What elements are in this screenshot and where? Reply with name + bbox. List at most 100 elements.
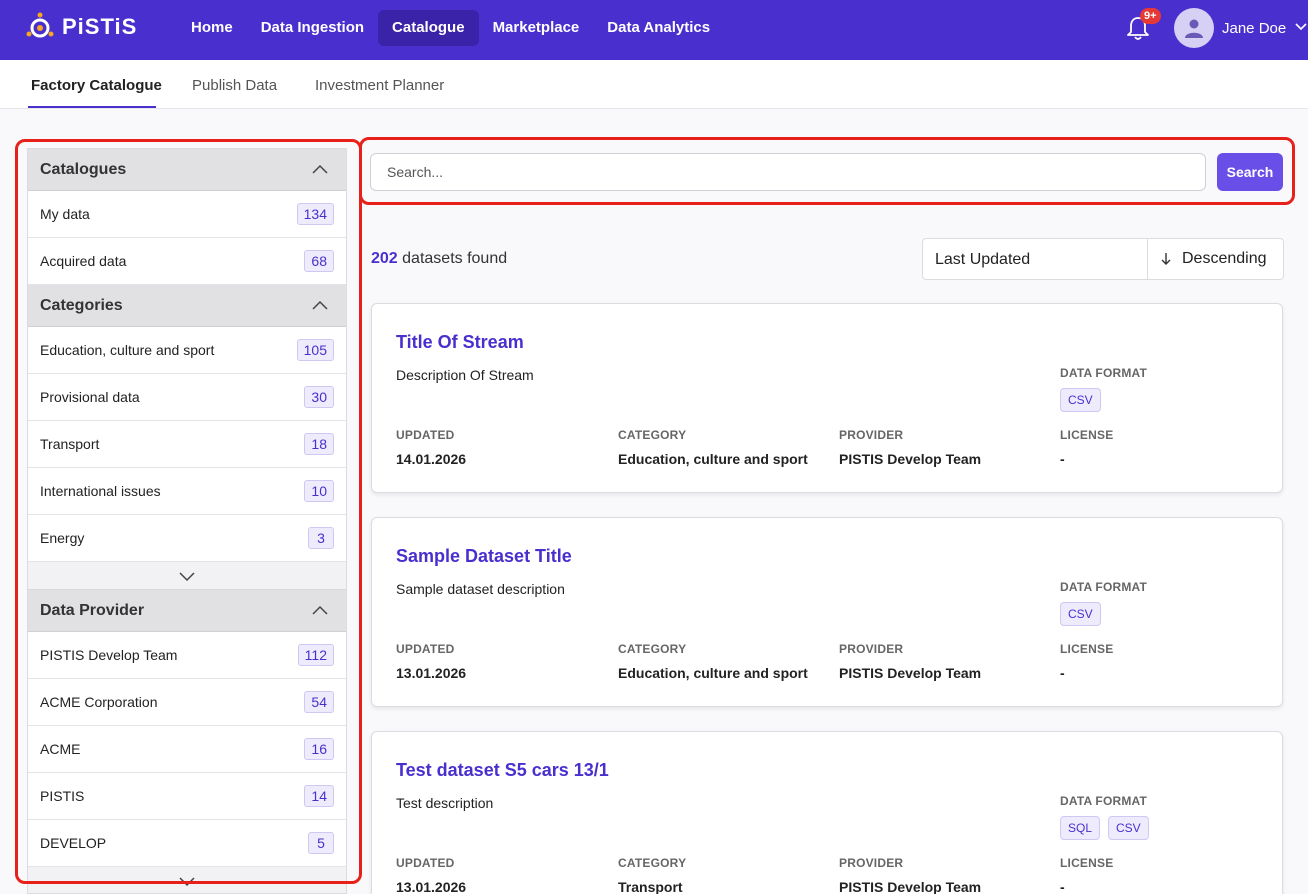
provider-value: PISTIS Develop Team — [839, 451, 982, 467]
updated-label: UPDATED — [396, 856, 455, 870]
license-value: - — [1060, 879, 1065, 894]
user-icon — [1185, 19, 1203, 38]
format-badge: CSV — [1108, 816, 1149, 840]
category-label: CATEGORY — [618, 642, 687, 656]
brand-logo[interactable]: PiSTiS — [26, 12, 137, 42]
filter-count-badge: 54 — [304, 691, 334, 713]
tab-publish-data[interactable]: Publish Data — [192, 77, 278, 94]
filter-label: Energy — [40, 530, 85, 546]
sort-control: Last Updated Descending — [922, 238, 1284, 280]
section-header-categories[interactable]: Categories — [28, 285, 346, 327]
filter-count-badge: 10 — [304, 480, 334, 502]
pistis-logo-icon — [26, 12, 54, 38]
user-name[interactable]: Jane Doe — [1222, 20, 1287, 37]
section-header-data-provider[interactable]: Data Provider — [28, 590, 346, 632]
filter-item-category[interactable]: Provisional data 30 — [28, 374, 346, 421]
format-badge: CSV — [1060, 388, 1101, 412]
top-navbar: PiSTiS Home Data Ingestion Catalogue Mar… — [0, 0, 1308, 60]
provider-value: PISTIS Develop Team — [839, 665, 982, 681]
updated-value: 13.01.2026 — [396, 879, 467, 894]
results-count: 202 datasets found — [371, 250, 507, 268]
chevron-up-icon[interactable] — [312, 603, 328, 619]
filter-count-badge: 3 — [308, 527, 334, 549]
search-button[interactable]: Search — [1217, 153, 1283, 191]
filter-item-category[interactable]: International issues 10 — [28, 468, 346, 515]
chevron-down-icon[interactable] — [179, 873, 195, 889]
filter-count-badge: 105 — [296, 339, 334, 361]
active-tab-indicator — [28, 106, 156, 108]
section-header-catalogues[interactable]: Catalogues — [28, 149, 346, 191]
filter-label: My data — [40, 206, 90, 222]
catalogue-subtabs: Factory Catalogue Publish Data Investmen… — [0, 60, 1308, 109]
filter-count-badge: 30 — [304, 386, 334, 408]
chevron-up-icon[interactable] — [312, 162, 328, 178]
filter-count-badge: 18 — [304, 433, 334, 455]
filter-label: Transport — [40, 436, 100, 452]
filter-count-badge: 16 — [304, 738, 334, 760]
filter-label: Provisional data — [40, 389, 140, 405]
format-badge: SQL — [1060, 816, 1101, 840]
category-value: Education, culture and sport — [618, 665, 808, 681]
filter-sidebar: Catalogues My data 134 Acquired data 68 … — [27, 148, 347, 894]
results-count-suffix: datasets found — [402, 250, 508, 267]
dataset-title[interactable]: Sample Dataset Title — [396, 546, 572, 566]
sort-direction-label: Descending — [1182, 250, 1267, 267]
nav-home[interactable]: Home — [191, 19, 233, 36]
data-format-label: DATA FORMAT — [1060, 794, 1148, 808]
nav-marketplace[interactable]: Marketplace — [492, 19, 580, 36]
data-format-list: CSV — [1060, 602, 1101, 626]
filter-item-provider[interactable]: ACME 16 — [28, 726, 346, 773]
filter-label: International issues — [40, 483, 161, 499]
results-count-number: 202 — [371, 250, 398, 267]
chevron-down-icon[interactable] — [179, 568, 195, 584]
dataset-card: Title Of Stream Description Of Stream DA… — [371, 303, 1283, 493]
chevron-down-icon[interactable] — [1294, 20, 1308, 34]
notification-badge: 9+ — [1140, 8, 1161, 24]
search-highlight-outline — [359, 137, 1295, 205]
filter-label: PISTIS — [40, 788, 85, 804]
filter-label: Education, culture and sport — [40, 342, 215, 358]
filter-item-acquired-data[interactable]: Acquired data 68 — [28, 238, 346, 285]
show-more-categories[interactable] — [28, 562, 346, 590]
filter-item-category[interactable]: Transport 18 — [28, 421, 346, 468]
filter-label: ACME Corporation — [40, 694, 158, 710]
nav-data-ingestion[interactable]: Data Ingestion — [260, 19, 365, 36]
nav-catalogue[interactable]: Catalogue — [378, 10, 479, 46]
license-label: LICENSE — [1060, 642, 1114, 656]
license-value: - — [1060, 451, 1065, 467]
filter-count-badge: 68 — [304, 250, 334, 272]
license-label: LICENSE — [1060, 428, 1114, 442]
filter-label: ACME — [40, 741, 81, 757]
dataset-description: Test description — [396, 795, 494, 811]
license-value: - — [1060, 665, 1065, 681]
tab-investment-planner[interactable]: Investment Planner — [315, 77, 445, 94]
section-title: Categories — [40, 296, 123, 314]
chevron-up-icon[interactable] — [312, 298, 328, 314]
filter-item-provider[interactable]: ACME Corporation 54 — [28, 679, 346, 726]
search-input[interactable] — [370, 153, 1206, 191]
filter-item-provider[interactable]: PISTIS Develop Team 112 — [28, 632, 346, 679]
updated-label: UPDATED — [396, 428, 455, 442]
dataset-title[interactable]: Title Of Stream — [396, 332, 524, 352]
filter-item-provider[interactable]: PISTIS 14 — [28, 773, 346, 820]
provider-label: PROVIDER — [839, 856, 904, 870]
filter-item-category[interactable]: Energy 3 — [28, 515, 346, 562]
show-more-providers[interactable] — [28, 867, 346, 893]
dataset-title[interactable]: Test dataset S5 cars 13/1 — [396, 760, 609, 780]
data-format-label: DATA FORMAT — [1060, 366, 1148, 380]
category-value: Transport — [618, 879, 683, 894]
tab-factory-catalogue[interactable]: Factory Catalogue — [31, 77, 162, 94]
main-nav: Home Data Ingestion Catalogue Marketplac… — [177, 10, 724, 46]
sort-direction-toggle[interactable]: Descending — [1148, 239, 1283, 279]
filter-item-category[interactable]: Education, culture and sport 105 — [28, 327, 346, 374]
sort-field-select[interactable]: Last Updated — [923, 239, 1148, 279]
filter-label: Acquired data — [40, 253, 127, 269]
updated-value: 14.01.2026 — [396, 451, 467, 467]
category-label: CATEGORY — [618, 856, 687, 870]
nav-data-analytics[interactable]: Data Analytics — [607, 19, 711, 36]
category-value: Education, culture and sport — [618, 451, 808, 467]
user-avatar[interactable] — [1174, 8, 1214, 48]
filter-item-my-data[interactable]: My data 134 — [28, 191, 346, 238]
filter-count-badge: 112 — [297, 644, 334, 666]
filter-item-provider[interactable]: DEVELOP 5 — [28, 820, 346, 867]
